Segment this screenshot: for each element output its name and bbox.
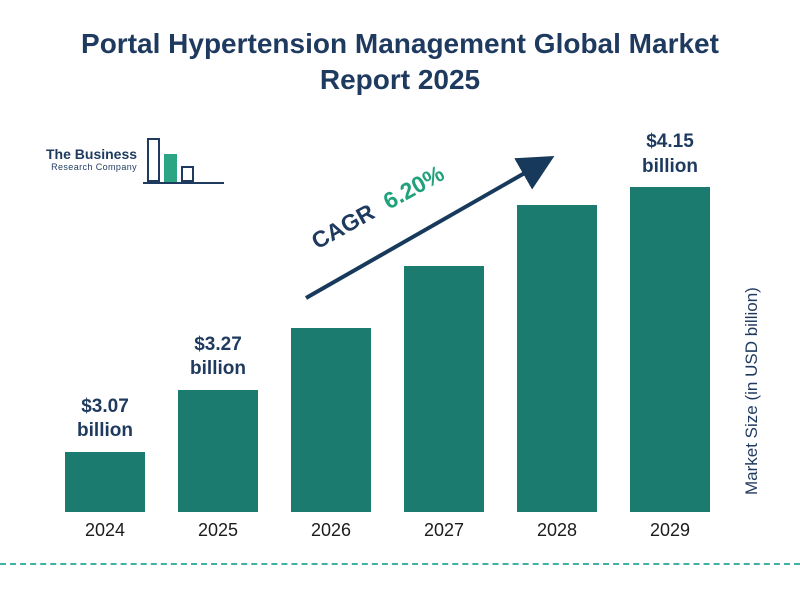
bar-chart: $3.07 billion $3.27 billion [65,130,710,512]
y-axis-label: Market Size (in USD billion) [742,287,761,495]
value-label-2025: $3.27 billion [190,333,246,380]
logo-bar-filled-teal [164,154,178,182]
bar-group-2027 [404,130,484,512]
value-label-2024: $3.07 billion [77,395,133,442]
x-label-2024: 2024 [84,520,126,540]
bar-2024 [65,452,145,512]
logo-barchart-icon [143,138,225,184]
chart-title: Portal Hypertension Management Global Ma… [81,28,719,96]
logo-bar-outline-short [181,166,195,182]
bar-group-2029: $4.15 billion [630,130,710,512]
value-label-2029: $4.15 billion [642,131,698,177]
bar-2027 [404,266,484,512]
bar-2026 [291,328,371,512]
bar-group-2028 [517,130,597,512]
x-label-2028: 2028 [536,520,578,540]
x-axis-labels: 2024 2025 2026 2027 2028 2029 [65,520,710,541]
logo-name-line2: Research Company [51,162,138,172]
bar-group-2025: $3.27 billion [178,130,258,512]
x-label-2025: 2025 [197,520,239,540]
company-logo: The Business Research Company [46,138,225,184]
bar-2028 [517,205,597,512]
company-logo-text: The Business Research Company [46,146,137,184]
x-label-2029: 2029 [649,520,691,540]
logo-bar-outline-tall [147,138,161,182]
bar-group-2026 [291,130,371,512]
bar-group-2024: $3.07 billion [65,130,145,512]
x-label-2026: 2026 [310,520,352,540]
bottom-dashed-divider [0,563,800,565]
x-label-2027: 2027 [423,520,465,540]
bar-2029 [630,187,710,512]
logo-name-line1: The Business [46,146,138,162]
bar-2025 [178,390,258,512]
growth-arrow-icon [305,156,555,300]
